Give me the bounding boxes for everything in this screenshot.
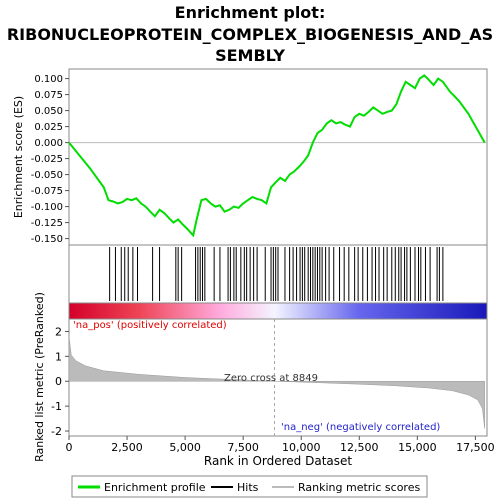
zero-cross-label: Zero cross at 8849 [224,373,318,384]
ranked-panel: -2 -1 0 1 2 'na_pos' (positively correlated)… [33,292,488,462]
es-y-tick-label: -0.075 [31,186,63,197]
x-tick-label: 5,000 [169,441,201,454]
x-tick-label: 17,500 [456,441,495,454]
es-y-tick-label: -0.100 [31,202,63,213]
legend-label-hits: Hits [237,481,259,494]
neg-label: 'na_neg' (negatively correlated) [281,422,440,433]
chart-title-line-1: Enrichment plot: [175,3,326,22]
pos-label: 'na_pos' (positively correlated) [73,320,227,331]
legend-label-ranking-metric: Ranking metric scores [298,481,420,494]
x-tick-label: 12,500 [340,441,379,454]
ranked-y-axis-ticks: -2 -1 0 1 2 [51,325,69,438]
es-y-tick-label: -0.025 [31,154,63,165]
rank-heatmap-strip [68,302,488,320]
ranked-y-tick-label: 0 [55,375,62,388]
es-y-axis-ticks: -0.150 -0.125 -0.100 -0.075 -0.050 -0.025 0.00… [31,74,69,245]
es-y-tick-label: 0.000 [34,138,63,149]
legend: Enrichment profile Hits Ranking metric s… [71,475,428,498]
x-tick-label: 2,500 [111,441,143,454]
ranked-y-tick-label: 2 [55,325,62,338]
es-y-axis-label: Enrichment score (ES) [12,96,25,218]
ranked-y-tick-label: 1 [55,350,62,363]
x-axis: 0 2,500 5,000 7,500 10,000 12,500 15,000 17,500 [66,436,495,454]
chart-title-line-3: SEMBLY [215,46,285,65]
es-panel: -0.150 -0.125 -0.100 -0.075 -0.050 -0.025 0.00… [12,68,488,246]
ranked-y-axis-label: Ranked list metric (PreRanked) [33,292,46,462]
es-panel-frame [68,68,488,246]
x-tick-label: 7,500 [227,441,259,454]
x-tick-label: 10,000 [282,441,321,454]
es-y-tick-label: -0.150 [31,234,63,245]
legend-box [71,475,428,498]
ranked-y-tick-label: -1 [51,400,62,413]
es-y-tick-label: 0.075 [34,90,63,101]
rank-heatmap [68,302,488,320]
es-y-tick-label: 0.025 [34,122,63,133]
hit-marks [109,247,444,301]
ranked-y-tick-label: -2 [51,425,62,438]
es-y-tick-label: -0.125 [31,218,63,229]
es-y-tick-label: 0.050 [34,106,63,117]
x-axis-label: Rank in Ordered Dataset [204,454,352,468]
x-tick-label: 15,000 [398,441,437,454]
ranking-metric-area [68,336,485,429]
x-tick-label: 0 [66,441,73,454]
es-y-tick-label: -0.050 [31,170,63,181]
hits-panel [68,244,488,304]
chart-title-line-2: RIBONUCLEOPROTEIN_COMPLEX_BIOGENESIS_AND… [7,25,493,44]
es-y-tick-label: 0.100 [34,74,63,85]
enrichment-profile-line [68,74,486,238]
legend-label-enrichment-profile: Enrichment profile [104,481,206,494]
